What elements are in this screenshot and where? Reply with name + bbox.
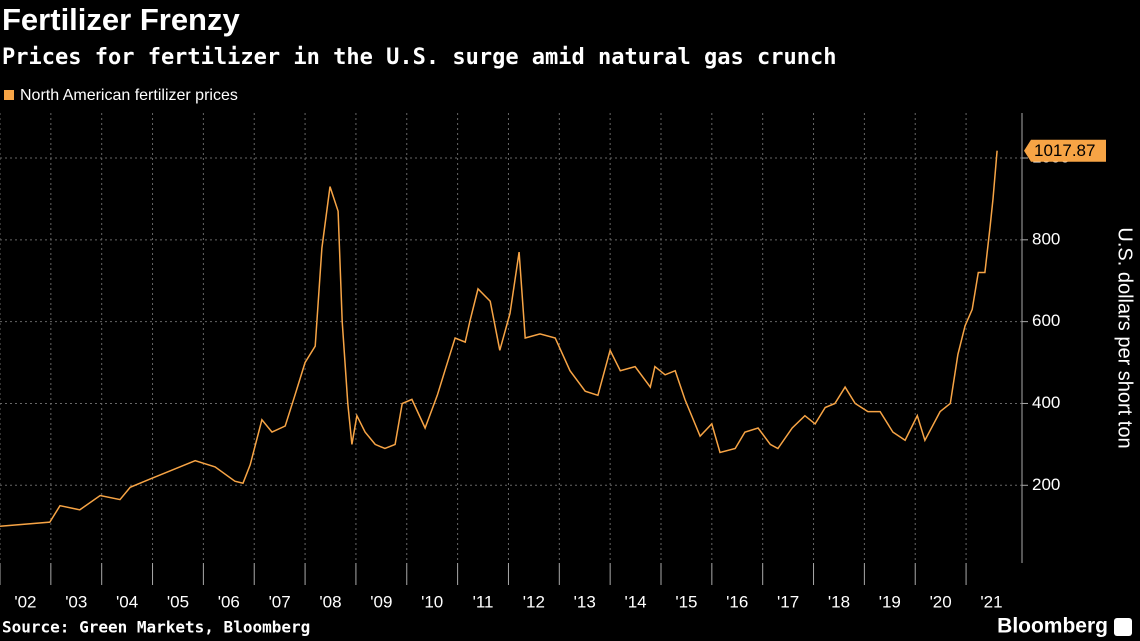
x-tick-label: '03: [65, 592, 87, 611]
x-tick-label: '16: [726, 592, 748, 611]
x-tick-label: '09: [370, 592, 392, 611]
y-tick-label: 600: [1032, 311, 1060, 330]
x-tick-label: '07: [269, 592, 291, 611]
x-tick-label: '11: [473, 592, 494, 611]
line: [0, 150, 998, 527]
y-tick-label: 800: [1032, 229, 1060, 248]
x-tick-label: '17: [777, 592, 799, 611]
y-axis-label: U.S. dollars per short ton: [1114, 227, 1136, 448]
x-tick-label: '06: [218, 592, 240, 611]
y-tick-label: 200: [1032, 475, 1060, 494]
brand: Bloomberg: [997, 615, 1108, 638]
chart-title: Fertilizer Frenzy: [2, 2, 240, 37]
x-tick-label: '10: [421, 592, 443, 611]
y-tick-label: 400: [1032, 393, 1060, 412]
x-tick-label: '15: [675, 592, 697, 611]
legend-label: North American fertilizer prices: [20, 87, 238, 104]
x-tick-label: '12: [523, 592, 545, 611]
x-tick-label: '14: [624, 592, 646, 611]
chart-subtitle: Prices for fertilizer in the U.S. surge …: [2, 45, 836, 70]
x-tick-label: '20: [930, 592, 952, 611]
x-tick-label: '08: [319, 592, 341, 611]
legend-swatch: [4, 90, 14, 100]
x-tick-label: '21: [980, 592, 1002, 611]
value-callout: [1024, 139, 1106, 162]
x-tick-label: '04: [116, 592, 138, 611]
x-tick-label: '13: [574, 592, 596, 611]
x-tick-label: '05: [167, 592, 189, 611]
x-tick-label: '19: [879, 592, 901, 611]
x-tick-label: '18: [828, 592, 850, 611]
brand-icon: [1114, 618, 1132, 636]
source: Source: Green Markets, Bloomberg: [2, 618, 310, 637]
value-label: 1017.87: [1034, 141, 1095, 160]
x-tick-label: '02: [14, 592, 36, 611]
